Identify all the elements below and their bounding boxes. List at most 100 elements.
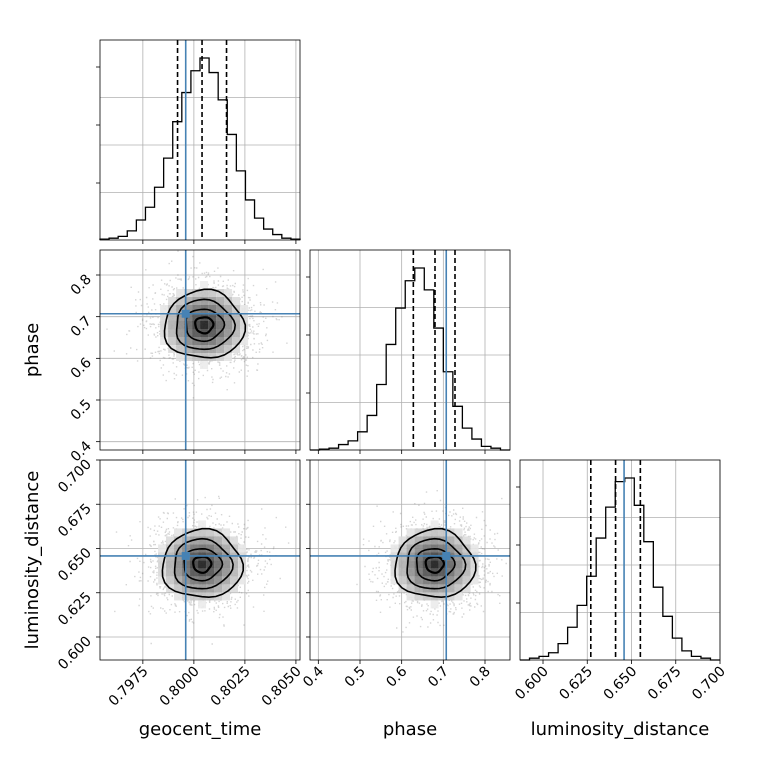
density-cell (398, 568, 407, 577)
panel-2d-luminosity_distance-vs-phase (309, 459, 511, 661)
y-tick-label-luminosity_distance: 0.625 (55, 589, 95, 629)
density-cell (470, 576, 479, 585)
density-cell (208, 313, 217, 321)
x-tick-label-luminosity_distance: 0.625 (556, 664, 596, 704)
y-tick-label-luminosity_distance: 0.600 (55, 634, 95, 674)
density-cell (454, 584, 463, 593)
x-tick-label-phase: 0.5 (342, 664, 369, 691)
density-cell (446, 584, 455, 593)
density-cell (454, 544, 463, 553)
density-cell (390, 544, 399, 553)
density-cell (406, 584, 415, 593)
density-cell (176, 321, 185, 329)
density-cell (224, 329, 233, 337)
y-tick-label-phase: 0.7 (68, 313, 95, 340)
density-cell (222, 528, 231, 537)
density-cell (216, 337, 225, 345)
x-tick-label-luminosity_distance: 0.700 (689, 664, 729, 704)
density-cell (238, 576, 247, 585)
density-cell (222, 584, 231, 593)
density-cell (224, 289, 233, 297)
density-cell (198, 536, 207, 545)
x-tick-label-luminosity_distance: 0.650 (601, 664, 641, 704)
y-tick-label-phase: 0.6 (68, 355, 95, 382)
density-cell (222, 536, 231, 545)
density-cell (430, 560, 439, 569)
density-cell (222, 576, 231, 585)
histogram-luminosity_distance (520, 477, 720, 661)
y-tick-label-luminosity_distance: 0.675 (55, 501, 95, 541)
density-cell (208, 329, 217, 337)
density-cell (224, 313, 233, 321)
density-cell (238, 560, 247, 569)
panel-background (310, 250, 510, 450)
density-cell (184, 305, 193, 313)
density-cell (240, 337, 249, 345)
density-cell (216, 297, 225, 305)
density-cell (208, 321, 217, 329)
density-cell (422, 592, 431, 601)
panel-background (100, 40, 300, 240)
density-cell (414, 576, 423, 585)
density-cell (462, 584, 471, 593)
density-cell (446, 560, 455, 569)
density-cell (390, 560, 399, 569)
density-cell (462, 568, 471, 577)
density-cell (198, 560, 207, 569)
truth-marker (442, 551, 451, 560)
panel-frame (99, 459, 301, 661)
density-cell (422, 528, 431, 537)
density-cell (230, 584, 239, 593)
density-cell (168, 297, 177, 305)
contour-line (173, 537, 234, 590)
panel-frame (519, 459, 721, 661)
density-cell (166, 536, 175, 545)
density-cell (174, 584, 183, 593)
density-cell (190, 568, 199, 577)
density-cell (174, 536, 183, 545)
density-cell (176, 289, 185, 297)
density-cell (166, 568, 175, 577)
density-cell (192, 289, 201, 297)
contour-line (415, 547, 456, 582)
density-cell (174, 592, 183, 601)
panel-hist-geocent_time (96, 39, 301, 241)
panel-frame (99, 39, 301, 241)
density-cell (168, 337, 177, 345)
density-cell (190, 592, 199, 601)
density-cell (184, 345, 193, 353)
density-cell (222, 568, 231, 577)
panel-2d-luminosity_distance-vs-geocent_time (99, 459, 301, 661)
density-cell (438, 576, 447, 585)
density-cell (160, 305, 169, 313)
density-cell (232, 313, 241, 321)
density-cell (206, 560, 215, 569)
density-cell (206, 576, 215, 585)
contour-line (175, 298, 237, 351)
density-cell (174, 560, 183, 569)
density-cell (430, 600, 439, 609)
density-cell (206, 544, 215, 553)
density-cell (176, 313, 185, 321)
density-cell (438, 528, 447, 537)
panel-frame (99, 249, 301, 451)
x-tick-label-phase: 0.7 (425, 664, 452, 691)
density-cell (232, 321, 241, 329)
density-cell (160, 337, 169, 345)
density-cell (414, 592, 423, 601)
density-cell (446, 544, 455, 553)
density-layer (310, 460, 510, 660)
density-cell (240, 313, 249, 321)
density-cell (446, 536, 455, 545)
density-cell (230, 536, 239, 545)
density-layer (100, 250, 300, 450)
density-cell (406, 536, 415, 545)
density-cell (176, 297, 185, 305)
density-cell (224, 345, 233, 353)
histogram-geocent_time (99, 57, 301, 240)
contour-line (163, 288, 247, 359)
density-cell (200, 289, 209, 297)
density-cell (454, 568, 463, 577)
density-cell (206, 568, 215, 577)
density-cell (224, 337, 233, 345)
